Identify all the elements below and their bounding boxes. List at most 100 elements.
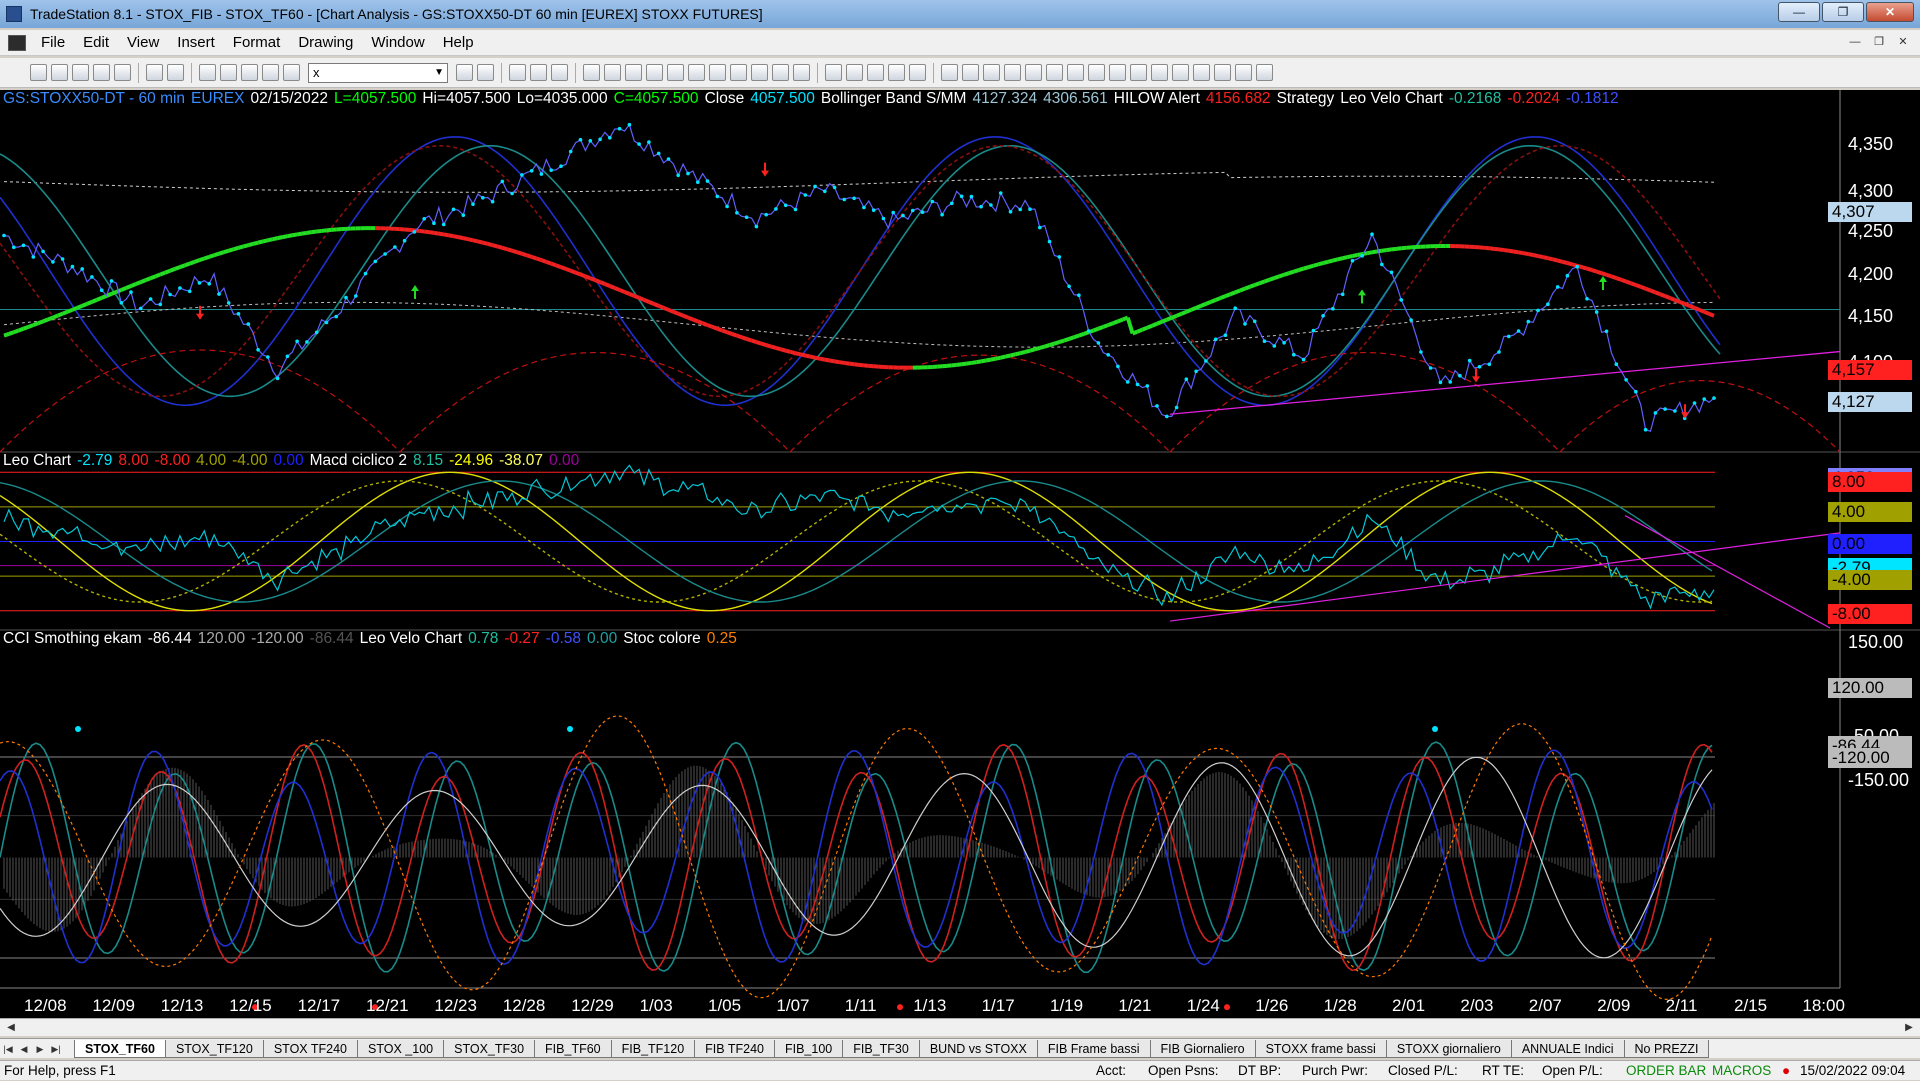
regression-icon[interactable]	[1088, 64, 1105, 81]
tab-last-icon[interactable]: ▶|	[49, 1044, 63, 1058]
properties-icon[interactable]	[220, 64, 237, 81]
arc-icon[interactable]	[1130, 64, 1147, 81]
channel-icon[interactable]	[1004, 64, 1021, 81]
gann-fan-icon[interactable]	[1046, 64, 1063, 81]
print-preview-icon[interactable]	[167, 64, 184, 81]
chart-canvas[interactable]	[0, 90, 1920, 1024]
tab-annuale-indici[interactable]: ANNUALE Indici	[1511, 1040, 1625, 1058]
bar-chart-icon[interactable]	[583, 64, 600, 81]
mdi-restore-button[interactable]: ❐	[1870, 34, 1888, 50]
window-icon[interactable]	[199, 64, 216, 81]
play-icon[interactable]	[456, 64, 473, 81]
menu-file[interactable]: File	[32, 34, 74, 51]
zoom-in-icon[interactable]	[772, 64, 789, 81]
scroll-left-arrow-icon[interactable]: ◀	[2, 1020, 20, 1036]
tab-stox-100[interactable]: STOX _100	[357, 1040, 444, 1058]
tab-next-icon[interactable]: ▶	[33, 1044, 47, 1058]
macros-button[interactable]: MACROS	[1712, 1061, 1771, 1081]
pointer-icon[interactable]	[825, 64, 842, 81]
alert-icon[interactable]	[709, 64, 726, 81]
text-icon[interactable]	[1256, 64, 1273, 81]
close-button[interactable]: ✕	[1866, 2, 1914, 22]
menu-view[interactable]: View	[118, 34, 168, 51]
minimize-button[interactable]: —	[1778, 2, 1820, 22]
andrews-pitchfork-icon[interactable]	[1067, 64, 1084, 81]
search-icon[interactable]	[477, 64, 494, 81]
price-point	[598, 138, 602, 142]
ellipse-icon[interactable]	[1214, 64, 1231, 81]
point-figure-icon[interactable]	[646, 64, 663, 81]
mdi-minimize-button[interactable]: —	[1846, 34, 1864, 50]
radar-icon[interactable]	[530, 64, 547, 81]
menu-drawing[interactable]: Drawing	[289, 34, 362, 51]
tab-bund-vs-stoxx[interactable]: BUND vs STOXX	[919, 1040, 1038, 1058]
chevron-down-icon[interactable]: ▼	[434, 64, 444, 82]
tab-stoxx-frame-bassi[interactable]: STOXX frame bassi	[1255, 1040, 1387, 1058]
tab-fib-tf240[interactable]: FIB TF240	[694, 1040, 775, 1058]
trade-bar-icon[interactable]	[909, 64, 926, 81]
trendline-icon[interactable]	[941, 64, 958, 81]
tab-no-prezzi[interactable]: No PREZZI	[1624, 1040, 1710, 1058]
menu-insert[interactable]: Insert	[168, 34, 224, 51]
folder-icon[interactable]	[114, 64, 131, 81]
symbol-combo[interactable]: x ▼	[308, 63, 448, 83]
tab-fib-giornaliero[interactable]: FIB Giornaliero	[1150, 1040, 1256, 1058]
candle-icon[interactable]	[604, 64, 621, 81]
mdi-close-button[interactable]: ✕	[1894, 34, 1912, 50]
scroll-right-arrow-icon[interactable]: ▶	[1900, 1020, 1918, 1036]
price-point	[706, 179, 710, 183]
arrow-left-right-icon[interactable]	[1109, 64, 1126, 81]
moving-average-segment	[1108, 323, 1113, 325]
tab-prev-icon[interactable]: ◀	[17, 1044, 31, 1058]
fib-icon[interactable]	[962, 64, 979, 81]
print-icon[interactable]	[146, 64, 163, 81]
open-icon[interactable]	[51, 64, 68, 81]
zoom-out-icon[interactable]	[793, 64, 810, 81]
save-icon[interactable]	[72, 64, 89, 81]
globe-icon[interactable]	[283, 64, 300, 81]
menu-format[interactable]: Format	[224, 34, 290, 51]
arrow-up-icon[interactable]	[1193, 64, 1210, 81]
horizontal-line-icon[interactable]	[983, 64, 1000, 81]
table-icon[interactable]	[551, 64, 568, 81]
tab-fib-tf30[interactable]: FIB_TF30	[842, 1040, 920, 1058]
date-axis-label: 2/15	[1734, 996, 1767, 1016]
hammer-icon[interactable]	[867, 64, 884, 81]
tab-stoxx-giornaliero[interactable]: STOXX giornaliero	[1386, 1040, 1512, 1058]
document-icon[interactable]	[8, 35, 26, 51]
save-all-icon[interactable]	[93, 64, 110, 81]
tab-fib-frame-bassi[interactable]: FIB Frame bassi	[1037, 1040, 1151, 1058]
new-icon[interactable]	[30, 64, 47, 81]
tab-fib-100[interactable]: FIB_100	[774, 1040, 843, 1058]
order-bar-button[interactable]: ORDER BAR	[1626, 1061, 1706, 1081]
tab-stox-tf30[interactable]: STOX_TF30	[443, 1040, 535, 1058]
cycle-icon[interactable]	[1151, 64, 1168, 81]
maximize-button[interactable]: ❐	[1822, 2, 1864, 22]
tab-first-icon[interactable]: |◀	[1, 1044, 15, 1058]
speed-line-icon[interactable]	[1025, 64, 1042, 81]
lock-icon[interactable]	[241, 64, 258, 81]
chart-icon[interactable]	[509, 64, 526, 81]
rectangle-icon[interactable]	[1235, 64, 1252, 81]
arrow-down-icon[interactable]	[1172, 64, 1189, 81]
menu-window[interactable]: Window	[362, 34, 433, 51]
data-window-icon[interactable]	[888, 64, 905, 81]
grid-icon[interactable]	[262, 64, 279, 81]
horizontal-scrollbar[interactable]: ◀ ▶	[0, 1018, 1920, 1036]
tab-fib-tf120[interactable]: FIB_TF120	[611, 1040, 696, 1058]
moving-average-segment	[1519, 252, 1524, 253]
menu-edit[interactable]: Edit	[74, 34, 118, 51]
strategy-icon[interactable]	[688, 64, 705, 81]
scroll-right-icon[interactable]	[751, 64, 768, 81]
scroll-left-icon[interactable]	[730, 64, 747, 81]
crosshair-icon[interactable]	[846, 64, 863, 81]
tab-stox-tf240[interactable]: STOX TF240	[263, 1040, 358, 1058]
menu-help[interactable]: Help	[434, 34, 483, 51]
tab-stox-tf60[interactable]: STOX_TF60	[74, 1040, 166, 1058]
line-chart-icon[interactable]	[625, 64, 642, 81]
tab-fib-tf60[interactable]: FIB_TF60	[534, 1040, 612, 1058]
indicator-icon[interactable]	[667, 64, 684, 81]
tab-stox-tf120[interactable]: STOX_TF120	[165, 1040, 264, 1058]
price-point	[403, 239, 407, 243]
